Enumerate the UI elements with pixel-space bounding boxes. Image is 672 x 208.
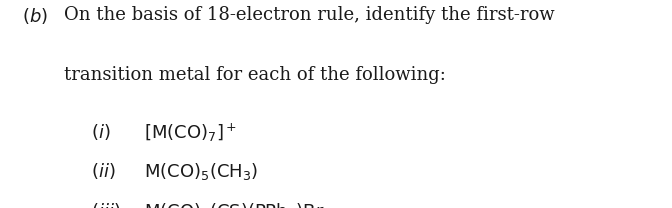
Text: $(iii)$: $(iii)$ — [91, 201, 120, 208]
Text: $\mathrm{M(CO)_5(CH_3)}$: $\mathrm{M(CO)_5(CH_3)}$ — [144, 161, 259, 182]
Text: $(b)$: $(b)$ — [22, 6, 48, 26]
Text: $(ii)$: $(ii)$ — [91, 161, 115, 181]
Text: $(i)$: $(i)$ — [91, 122, 110, 142]
Text: $[\mathrm{M(CO)_7}]^+$: $[\mathrm{M(CO)_7}]^+$ — [144, 122, 237, 144]
Text: $\mathrm{M(CO)_2(CS)(PPh_3)Br}$: $\mathrm{M(CO)_2(CS)(PPh_3)Br}$ — [144, 201, 325, 208]
Text: On the basis of 18-electron rule, identify the first-row: On the basis of 18-electron rule, identi… — [64, 6, 554, 24]
Text: transition metal for each of the following:: transition metal for each of the followi… — [64, 66, 446, 84]
